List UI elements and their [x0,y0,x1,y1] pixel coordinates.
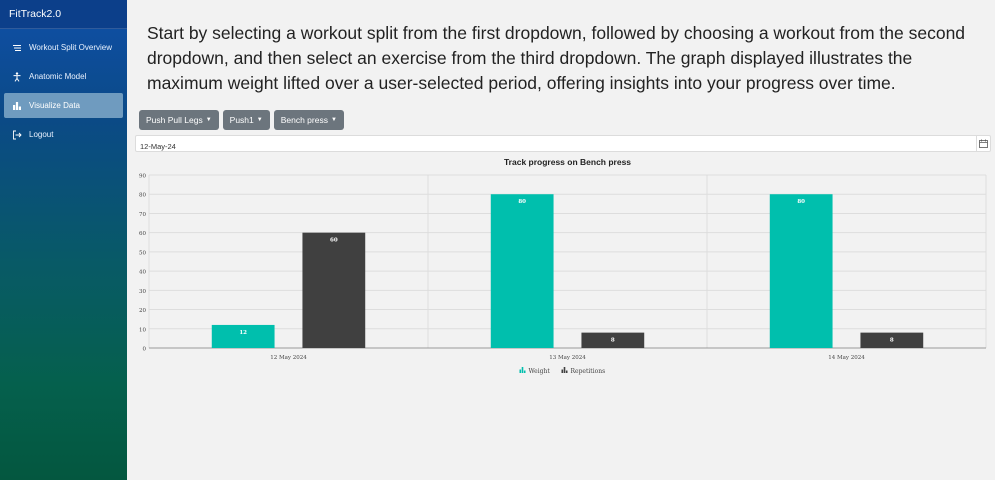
date-picker [135,135,991,154]
legend-label: Weight [529,368,551,375]
data-label: 60 [330,238,338,244]
caret-down-icon: ▼ [256,117,263,123]
data-label: 8 [890,338,894,344]
dropdown-row: Push Pull Legs ▼ Push1 ▼ Bench press ▼ [139,110,344,130]
exercise-dropdown-label: Bench press [280,115,328,125]
data-label: 80 [518,199,526,205]
sidebar-nav: Workout Split Overview Anatomic Model Vi… [0,35,127,147]
x-tick-label: 14 May 2024 [828,355,865,361]
caret-down-icon: ▼ [205,117,212,123]
bar-repetitions [860,332,924,348]
sidebar-item-label: Workout Split Overview [29,43,112,52]
legend-item: Weight [519,367,551,375]
x-tick-label: 12 May 2024 [270,355,307,361]
legend-bar-icon [519,367,526,373]
chart-title: Track progress on Bench press [504,157,631,167]
date-input[interactable] [136,139,966,154]
y-tick-label: 90 [139,174,146,180]
caret-down-icon: ▼ [330,117,337,123]
sidebar-item-label: Visualize Data [29,101,80,110]
intro-text: Start by selecting a workout split from … [147,23,966,93]
y-tick-label: 80 [139,193,146,199]
y-tick-label: 50 [139,250,146,256]
exercise-dropdown[interactable]: Bench press ▼ [273,110,344,130]
y-tick-label: 20 [139,308,146,314]
data-label: 12 [239,330,247,336]
workout-dropdown-label: Push1 [229,115,254,125]
chart-svg: Track progress on Bench press 0 10 20 30 40 50… [139,157,987,375]
split-dropdown-label: Push Pull Legs [146,115,203,125]
legend-label: Repetitions [571,368,606,375]
person-icon [12,71,22,82]
sidebar-item-logout[interactable]: Logout [4,122,123,147]
sidebar-item-visualize-data[interactable]: Visualize Data [4,93,123,118]
list-icon [12,43,22,53]
sidebar-item-anatomic-model[interactable]: Anatomic Model [4,64,123,89]
bar-weight [211,324,275,348]
data-label: 8 [611,338,615,344]
sidebar-item-label: Anatomic Model [29,72,87,81]
split-dropdown[interactable]: Push Pull Legs ▼ [139,110,219,130]
y-tick-label: 30 [139,289,146,295]
y-tick-label: 40 [139,270,146,276]
calendar-icon[interactable] [976,136,990,151]
bar-weight [490,194,554,348]
y-tick-label: 60 [139,231,146,237]
bar-repetitions [302,232,366,348]
sidebar: FitTrack2.0 Workout Split Overview Anato… [0,0,127,480]
bar-repetitions [581,332,645,348]
y-tick-label: 70 [139,212,146,218]
legend-item: Repetitions [561,367,606,375]
sidebar-item-label: Logout [29,130,54,139]
data-label: 80 [797,199,805,205]
app-brand[interactable]: FitTrack2.0 [0,0,127,29]
y-tick-label: 0 [143,347,147,353]
sidebar-item-workout-split-overview[interactable]: Workout Split Overview [4,35,123,60]
workout-dropdown[interactable]: Push1 ▼ [222,110,270,130]
main-content: Start by selecting a workout split from … [127,0,995,480]
y-tick-label: 10 [139,327,146,333]
progress-chart: Track progress on Bench press 0 10 20 30 40 50… [127,152,995,382]
x-tick-label: 13 May 2024 [549,355,586,361]
legend-bar-icon [561,367,568,373]
logout-icon [12,130,22,140]
chart-icon [12,101,22,111]
bar-weight [769,194,833,348]
